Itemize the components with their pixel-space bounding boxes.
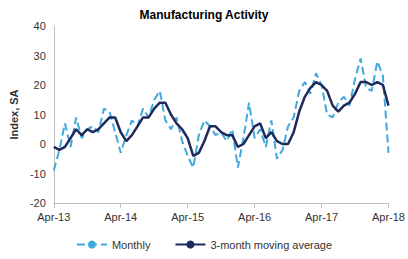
svg-text:-10: -10 — [30, 168, 46, 180]
svg-text:Apr-14: Apr-14 — [104, 211, 137, 223]
svg-text:0: 0 — [40, 138, 46, 150]
svg-text:Apr-15: Apr-15 — [171, 211, 204, 223]
svg-text:Apr-18: Apr-18 — [372, 211, 405, 223]
svg-text:10: 10 — [34, 109, 46, 121]
svg-text:20: 20 — [34, 79, 46, 91]
svg-text:40: 40 — [34, 20, 46, 32]
svg-text:Index, SA: Index, SA — [8, 89, 20, 139]
svg-text:Apr-16: Apr-16 — [238, 211, 271, 223]
svg-text:Apr-17: Apr-17 — [305, 211, 338, 223]
svg-text:Manufacturing Activity: Manufacturing Activity — [140, 8, 269, 22]
svg-text:Apr-13: Apr-13 — [37, 211, 70, 223]
svg-text:30: 30 — [34, 50, 46, 62]
svg-text:3-month moving average: 3-month moving average — [210, 239, 332, 251]
svg-text:Monthly: Monthly — [112, 239, 151, 251]
svg-text:-20: -20 — [30, 197, 46, 209]
